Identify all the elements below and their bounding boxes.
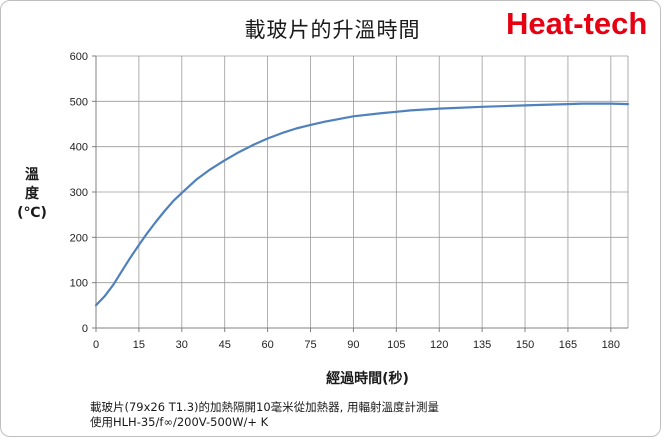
y-axis-label-line: 溫: [25, 167, 39, 183]
y-axis-label-line: (℃): [17, 205, 47, 221]
y-tick-label: 200: [70, 232, 88, 244]
y-tick-label: 400: [70, 142, 88, 154]
x-tick-label: 120: [430, 339, 448, 351]
x-tick-label: 165: [559, 339, 577, 351]
x-tick-label: 75: [304, 339, 316, 351]
chart-caption: 載玻片(79x26 T1.3)的加熱隔開10毫米從加熱器, 用輻射溫度計測量 使…: [90, 400, 439, 430]
x-tick-label: 180: [602, 339, 620, 351]
x-tick-label: 60: [261, 339, 273, 351]
x-tick-label: 105: [387, 339, 405, 351]
y-axis-label: 溫 度 (℃): [10, 166, 54, 223]
x-axis-label: 經過時間(秒): [326, 371, 409, 387]
x-tick-label: 30: [176, 339, 188, 351]
caption-line: 載玻片(79x26 T1.3)的加熱隔開10毫米從加熱器, 用輻射溫度計測量: [90, 400, 439, 414]
y-tick-label: 600: [70, 51, 88, 63]
y-tick-label: 500: [70, 96, 88, 108]
brand-logo: Heat-tech: [506, 6, 648, 41]
y-axis-label-line: 度: [25, 186, 39, 202]
x-tick-label: 150: [516, 339, 534, 351]
y-tick-label: 100: [70, 278, 88, 290]
chart-title: 載玻片的升溫時間: [244, 18, 421, 42]
caption-line: 使用HLH-35/f∞/200V-500W/+ K: [90, 415, 269, 429]
x-tick-label: 90: [347, 339, 359, 351]
x-tick-label: 15: [133, 339, 145, 351]
x-tick-label: 0: [93, 339, 99, 351]
x-tick-label: 45: [219, 339, 231, 351]
y-tick-label: 300: [70, 187, 88, 199]
y-tick-label: 0: [82, 323, 88, 335]
series-line: [94, 102, 630, 307]
x-tick-label: 135: [473, 339, 491, 351]
